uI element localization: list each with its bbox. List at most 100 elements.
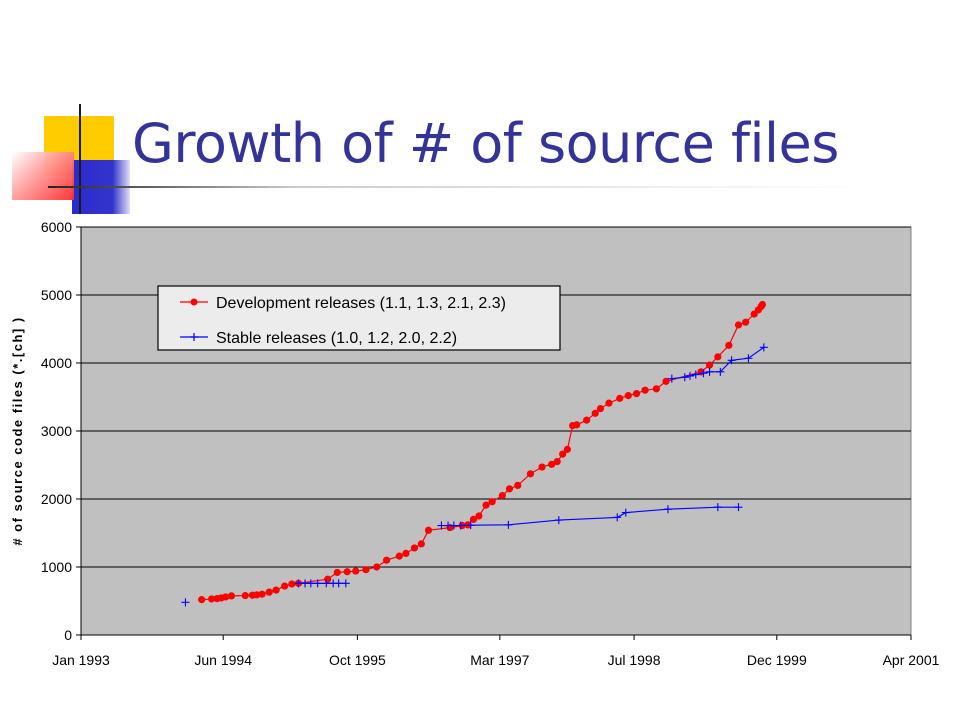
stable-point-3-6 — [716, 367, 725, 376]
dev-point-47 — [596, 404, 605, 413]
dev-point-22 — [395, 552, 403, 560]
dev-point-24 — [410, 544, 419, 552]
stable-point-2-5 — [504, 520, 513, 529]
dev-point-18 — [352, 567, 360, 575]
series-layer — [181, 300, 768, 607]
x-tick-label-3: Mar 1997 — [470, 652, 529, 668]
dev-point-45 — [583, 416, 591, 424]
stable-point-2-8 — [621, 508, 630, 517]
dev-point-44 — [573, 421, 581, 429]
legend: Development releases (1.1, 1.3, 2.1, 2.3… — [157, 285, 561, 351]
y-tick-label-0: 0 — [64, 627, 72, 643]
stable-point-1-7 — [341, 579, 350, 588]
dev-point-56 — [705, 361, 714, 369]
dev-point-51 — [632, 390, 641, 398]
stable-point-1-3 — [313, 579, 322, 588]
y-tick-label-1000: 1000 — [41, 559, 72, 575]
stable-point-2-10 — [713, 503, 722, 512]
dev-point-17 — [343, 568, 351, 576]
series-line-stable-3 — [671, 346, 765, 380]
dev-point-58 — [725, 341, 733, 349]
dev-point-41 — [559, 450, 567, 458]
dev-point-30 — [469, 515, 478, 524]
dev-point-64 — [758, 300, 767, 309]
y-tick-label-4000: 4000 — [41, 355, 72, 371]
dev-point-37 — [526, 470, 535, 478]
stable-point-1-2 — [306, 579, 315, 588]
dev-point-21 — [383, 556, 391, 564]
y-tick-label-6000: 6000 — [41, 219, 72, 235]
dev-point-39 — [548, 460, 556, 468]
dev-point-16 — [333, 568, 341, 577]
decor-title-rule — [48, 186, 868, 188]
dev-point-11 — [272, 586, 280, 594]
x-tick-label-1: Jun 1994 — [194, 652, 252, 668]
dev-point-23 — [402, 549, 410, 558]
stable-point-2-3 — [456, 521, 465, 530]
legend-marker-stable — [190, 333, 198, 341]
stable-point-3-7 — [727, 356, 736, 365]
dev-point-53 — [652, 385, 660, 393]
x-tick-label-2: Oct 1995 — [329, 652, 386, 668]
dev-point-10 — [265, 588, 273, 596]
stable-point-2-2 — [449, 521, 458, 530]
dev-point-32 — [482, 501, 490, 509]
dev-point-57 — [714, 353, 722, 361]
dev-point-25 — [417, 540, 425, 548]
stable-point-3-9 — [759, 343, 768, 352]
stable-point-3-8 — [744, 354, 753, 363]
x-tick-label-6: Apr 2001 — [883, 652, 940, 668]
y-tick-label-2000: 2000 — [41, 491, 72, 507]
dev-point-4 — [222, 593, 230, 601]
dev-point-38 — [538, 463, 546, 471]
dev-point-6 — [241, 591, 249, 600]
dev-point-40 — [553, 458, 561, 466]
stable-point-2-9 — [663, 505, 672, 514]
decor-vertical-line — [79, 104, 81, 214]
dev-point-19 — [362, 566, 370, 574]
y-tick-label-5000: 5000 — [41, 287, 72, 303]
legend-label-stable: Stable releases (1.0, 1.2, 2.0, 2.2) — [216, 330, 457, 347]
dev-point-42 — [563, 445, 571, 453]
dev-point-33 — [488, 498, 496, 506]
legend-marker-dev — [190, 298, 198, 306]
legend-box — [157, 285, 561, 351]
dev-point-26 — [424, 526, 433, 534]
dev-point-36 — [514, 481, 522, 489]
dev-point-35 — [505, 485, 514, 493]
dev-point-48 — [605, 399, 613, 407]
stable-point-3-3 — [691, 370, 700, 379]
dev-point-0 — [198, 596, 206, 604]
dev-point-49 — [616, 394, 624, 402]
dev-point-46 — [591, 409, 599, 417]
dev-point-59 — [734, 321, 743, 329]
stable-point-3-4 — [699, 369, 708, 378]
legend-label-dev: Development releases (1.1, 1.3, 2.1, 2.3… — [216, 295, 506, 312]
decor-red-square — [12, 152, 74, 200]
dev-point-20 — [373, 563, 381, 571]
y-tick-label-3000: 3000 — [41, 423, 72, 439]
dev-point-34 — [498, 492, 506, 500]
stable-point-2-11 — [734, 503, 743, 512]
slide-title: Growth of # of source files — [132, 112, 839, 175]
stable-point-1-4 — [322, 579, 331, 588]
dev-point-15 — [324, 575, 332, 583]
dev-point-52 — [641, 386, 649, 394]
dev-point-60 — [742, 318, 750, 326]
stable-point-2-6 — [554, 516, 563, 525]
y-axis-label: # of source code files (*.[ch] ) — [10, 316, 25, 545]
dev-point-50 — [624, 392, 632, 400]
dev-point-13 — [288, 580, 296, 588]
stable-point-3-5 — [705, 367, 714, 376]
dev-point-1 — [208, 595, 216, 603]
dev-point-12 — [281, 582, 289, 590]
dev-point-8 — [253, 591, 261, 599]
x-tick-label-0: Jan 1993 — [52, 652, 110, 668]
axes: 0 1000 2000 3000 4000 5000 6000 Jan 1993 Jun 199… — [41, 219, 940, 668]
stable-point-3-1 — [680, 373, 689, 382]
dev-point-31 — [475, 512, 483, 520]
stable-point-0-0 — [181, 598, 190, 607]
stable-point-2-4 — [466, 521, 475, 530]
dev-point-9 — [258, 590, 266, 598]
